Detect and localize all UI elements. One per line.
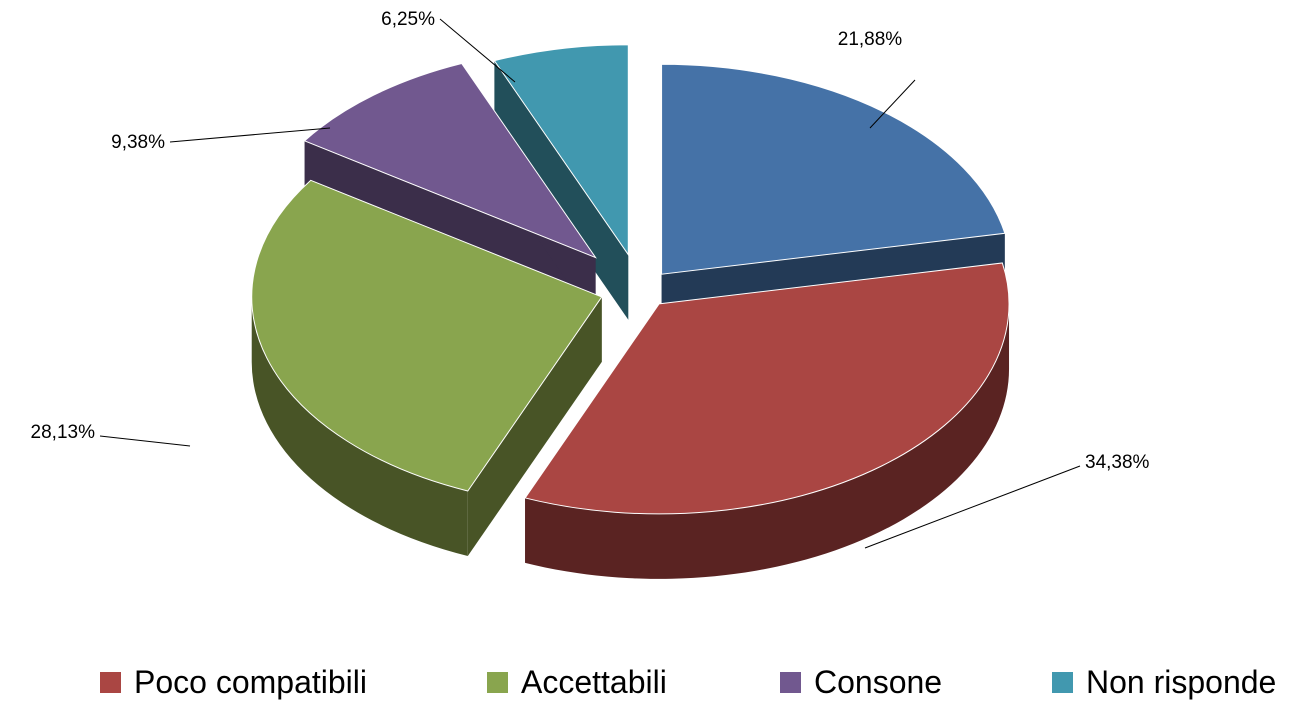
data-label-poco-compatibili: 34,38% <box>1085 452 1150 473</box>
slice-top-face <box>661 63 1006 275</box>
legend-label: Non risponde <box>1086 664 1276 700</box>
slice-top-face <box>251 179 603 492</box>
data-label-non-risponde: 6,25% <box>381 9 435 30</box>
legend-label: Consone <box>814 664 942 700</box>
leader-line-consone <box>169 127 331 143</box>
pie-plot-area <box>251 44 1010 579</box>
slice-outer-wall <box>525 303 1010 579</box>
slice-outer-wall <box>251 296 468 556</box>
pie-slice-accettabili <box>251 179 603 556</box>
leader-line-poco-compatibili <box>864 465 1081 549</box>
slice-top-face <box>493 44 629 257</box>
slice-side-wall <box>467 296 602 556</box>
legend: Poco compatibili Accettabili Consone Non ri… <box>100 664 1276 700</box>
legend-label: Accettabili <box>521 664 667 700</box>
pie-slice-poco-compatibili <box>524 262 1010 579</box>
slice-top-face <box>303 62 597 259</box>
pie-slice-non-risponde <box>493 44 629 320</box>
legend-swatch <box>780 672 801 693</box>
legend-item-poco-compatibili: Poco compatibili <box>100 664 367 700</box>
slice-side-wall <box>494 60 629 320</box>
legend-swatch <box>1052 672 1073 693</box>
legend-item-consone: Consone <box>780 664 942 700</box>
leader-line-slice-1 <box>869 79 916 129</box>
legend-swatch <box>100 672 121 693</box>
data-label-accettabili: 28,13% <box>31 422 96 443</box>
legend-swatch <box>487 672 508 693</box>
leader-line-non-risponde <box>439 18 516 83</box>
leader-line-accettabili <box>99 435 191 447</box>
data-label-slice-1: 21,88% <box>838 29 903 50</box>
slice-top-face <box>524 262 1010 515</box>
data-label-consone: 9,38% <box>111 132 165 153</box>
legend-item-non-risponde: Non risponde <box>1052 664 1276 700</box>
data-labels: 21,88% 34,38% 28,13% 9,38% 6,25% <box>31 9 1150 549</box>
legend-label: Poco compatibili <box>134 664 367 700</box>
legend-item-accettabili: Accettabili <box>487 664 667 700</box>
